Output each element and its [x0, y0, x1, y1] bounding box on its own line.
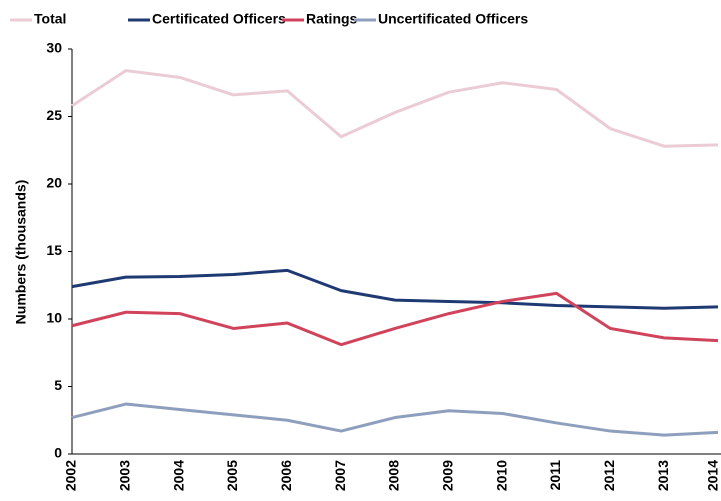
x-tick-label: 2004 — [170, 460, 186, 491]
line-series — [71, 268, 719, 310]
y-axis-label: Numbers (thousands) — [13, 180, 29, 325]
x-tick-label: 2010 — [493, 460, 509, 491]
y-tick-label: 30 — [46, 40, 62, 56]
y-tick-label: 25 — [46, 107, 62, 123]
x-tick-label: 2011 — [547, 460, 563, 491]
x-tick-label: 2014 — [705, 460, 721, 491]
y-tick-label: 20 — [46, 175, 62, 191]
line-series — [71, 69, 719, 148]
line-series — [71, 402, 719, 437]
x-tick-label: 2012 — [601, 460, 617, 491]
line-series — [71, 291, 719, 347]
y-tick-label: 5 — [54, 377, 62, 393]
y-tick-label: 10 — [46, 310, 62, 326]
legend-label: Certificated Officers — [152, 11, 286, 27]
legend-label: Total — [34, 11, 66, 27]
legend-label: Ratings — [306, 11, 358, 27]
x-tick-label: 2006 — [278, 460, 294, 491]
x-tick-label: 2008 — [386, 460, 402, 491]
y-tick-label: 15 — [46, 242, 62, 258]
x-tick-label: 2013 — [655, 460, 671, 491]
x-tick-label: 2005 — [224, 460, 240, 491]
x-tick-label: 2007 — [332, 460, 348, 491]
legend-label: Uncertificated Officers — [378, 11, 528, 27]
x-tick-label: 2009 — [440, 460, 456, 491]
y-tick-label: 0 — [54, 445, 62, 461]
x-tick-label: 2002 — [63, 460, 79, 491]
x-tick-label: 2003 — [117, 460, 133, 491]
